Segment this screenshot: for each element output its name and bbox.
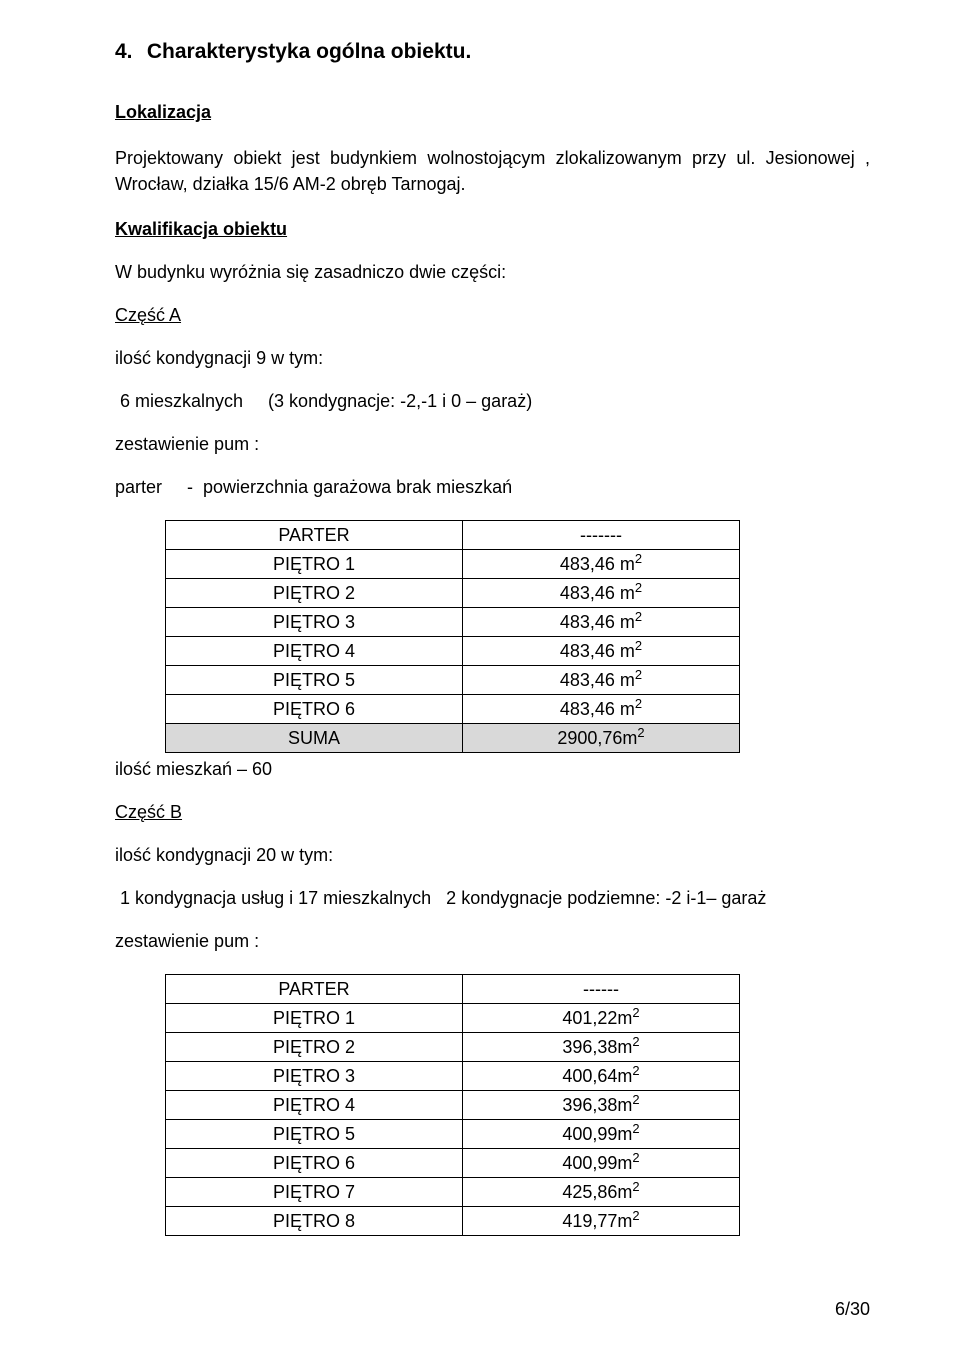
- part-a-parter-note: parter - powierzchnia garażowa brak mies…: [115, 477, 870, 498]
- part-a-title: Część A: [115, 305, 870, 326]
- floor-value: 401,22m2: [463, 1004, 740, 1033]
- floor-value: 419,77m2: [463, 1207, 740, 1236]
- part-a-zestawienie: zestawienie pum :: [115, 434, 870, 455]
- part-a-mieszkalne: 6 mieszkalnych (3 kondygnacje: -2,-1 i 0…: [115, 391, 870, 412]
- part-a-table: PARTER-------PIĘTRO 1483,46 m2PIĘTRO 248…: [165, 520, 740, 753]
- sum-value: 2900,76m2: [463, 724, 740, 753]
- table-row: PARTER-------: [166, 521, 740, 550]
- floor-label: PIĘTRO 6: [166, 695, 463, 724]
- table-row: PIĘTRO 2396,38m2: [166, 1033, 740, 1062]
- table-row: PIĘTRO 3483,46 m2: [166, 608, 740, 637]
- part-b-zestawienie: zestawienie pum :: [115, 931, 870, 952]
- floor-label: PARTER: [166, 521, 463, 550]
- floor-value: 400,64m2: [463, 1062, 740, 1091]
- part-b-kondygnacje: ilość kondygnacji 20 w tym:: [115, 845, 870, 866]
- floor-value: 483,46 m2: [463, 550, 740, 579]
- part-b-table: PARTER------PIĘTRO 1401,22m2PIĘTRO 2396,…: [165, 974, 740, 1236]
- kwalifikacja-intro: W budynku wyróżnia się zasadniczo dwie c…: [115, 262, 870, 283]
- table-row: PIĘTRO 7425,86m2: [166, 1178, 740, 1207]
- kwalifikacja-title: Kwalifikacja obiektu: [115, 219, 870, 240]
- floor-label: PIĘTRO 5: [166, 666, 463, 695]
- floor-label: PIĘTRO 6: [166, 1149, 463, 1178]
- floor-value: 425,86m2: [463, 1178, 740, 1207]
- floor-value: 400,99m2: [463, 1149, 740, 1178]
- floor-label: PIĘTRO 3: [166, 1062, 463, 1091]
- floor-label: PARTER: [166, 975, 463, 1004]
- floor-label: PIĘTRO 7: [166, 1178, 463, 1207]
- table-row: PIĘTRO 3400,64m2: [166, 1062, 740, 1091]
- table-row: PIĘTRO 1483,46 m2: [166, 550, 740, 579]
- floor-label: PIĘTRO 1: [166, 550, 463, 579]
- floor-label: PIĘTRO 3: [166, 608, 463, 637]
- floor-label: PIĘTRO 5: [166, 1120, 463, 1149]
- table-row: PIĘTRO 6483,46 m2: [166, 695, 740, 724]
- lokalizacja-title: Lokalizacja: [115, 102, 870, 123]
- sum-label: SUMA: [166, 724, 463, 753]
- table-row: PIĘTRO 1401,22m2: [166, 1004, 740, 1033]
- floor-value: 483,46 m2: [463, 695, 740, 724]
- table-sum-row: SUMA2900,76m2: [166, 724, 740, 753]
- part-a-ilosc-mieszkan: ilość mieszkań – 60: [115, 759, 870, 780]
- table-row: PIĘTRO 5400,99m2: [166, 1120, 740, 1149]
- floor-label: PIĘTRO 4: [166, 1091, 463, 1120]
- table-row: PARTER------: [166, 975, 740, 1004]
- floor-value: -------: [463, 521, 740, 550]
- table-row: PIĘTRO 8419,77m2: [166, 1207, 740, 1236]
- floor-value: 483,46 m2: [463, 666, 740, 695]
- table-row: PIĘTRO 2483,46 m2: [166, 579, 740, 608]
- heading-number: 4.: [115, 40, 141, 64]
- part-a-kondygnacje: ilość kondygnacji 9 w tym:: [115, 348, 870, 369]
- document-page: 4. Charakterystyka ogólna obiektu. Lokal…: [0, 0, 960, 1348]
- floor-label: PIĘTRO 1: [166, 1004, 463, 1033]
- floor-label: PIĘTRO 2: [166, 1033, 463, 1062]
- page-number: 6/30: [835, 1299, 870, 1320]
- floor-label: PIĘTRO 8: [166, 1207, 463, 1236]
- floor-value: 400,99m2: [463, 1120, 740, 1149]
- floor-value: 483,46 m2: [463, 579, 740, 608]
- heading-text: Charakterystyka ogólna obiektu.: [147, 40, 471, 63]
- table-row: PIĘTRO 5483,46 m2: [166, 666, 740, 695]
- floor-value: 483,46 m2: [463, 637, 740, 666]
- floor-label: PIĘTRO 4: [166, 637, 463, 666]
- floor-label: PIĘTRO 2: [166, 579, 463, 608]
- floor-value: ------: [463, 975, 740, 1004]
- part-b-mieszkalne: 1 kondygnacja usług i 17 mieszkalnych 2 …: [115, 888, 870, 909]
- table-row: PIĘTRO 4483,46 m2: [166, 637, 740, 666]
- floor-value: 483,46 m2: [463, 608, 740, 637]
- floor-value: 396,38m2: [463, 1033, 740, 1062]
- section-heading: 4. Charakterystyka ogólna obiektu.: [115, 40, 870, 64]
- floor-value: 396,38m2: [463, 1091, 740, 1120]
- table-row: PIĘTRO 4396,38m2: [166, 1091, 740, 1120]
- table-row: PIĘTRO 6400,99m2: [166, 1149, 740, 1178]
- part-b-title: Część B: [115, 802, 870, 823]
- lokalizacja-paragraph: Projektowany obiekt jest budynkiem wolno…: [115, 145, 870, 197]
